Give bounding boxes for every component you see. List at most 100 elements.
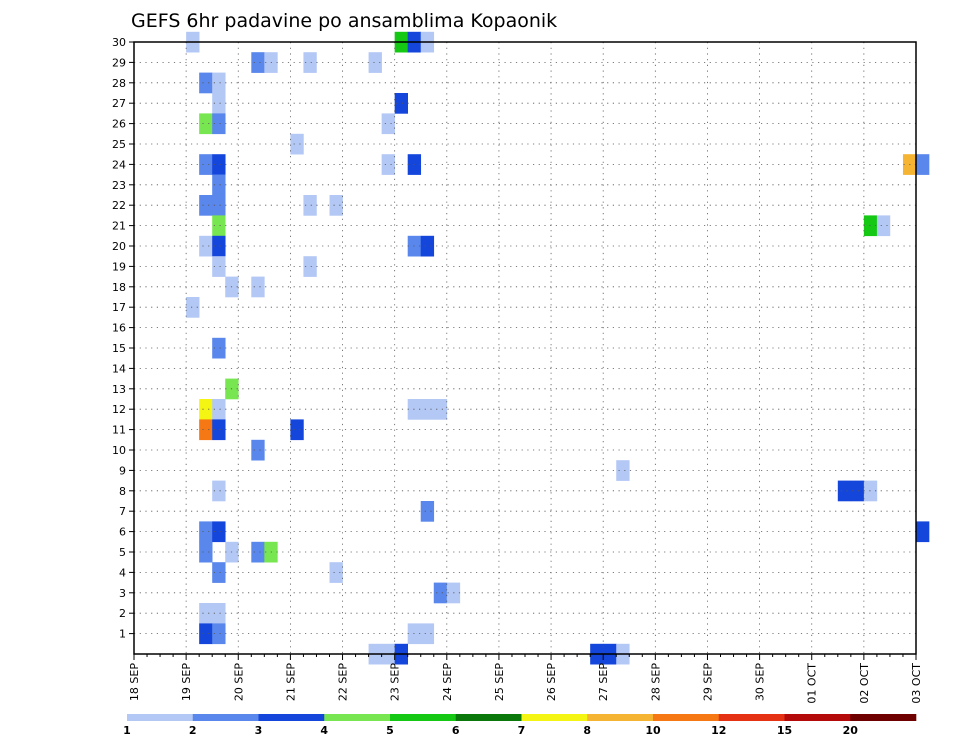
colorbar-segment — [850, 714, 917, 721]
y-tick-label: 27 — [112, 97, 126, 110]
heatmap-cell — [212, 337, 226, 359]
heatmap-cell — [381, 154, 395, 175]
heatmap-cell — [433, 582, 448, 604]
heatmap-cell — [199, 419, 213, 441]
colorbar-segment — [324, 714, 391, 721]
heatmap-cell — [212, 154, 226, 175]
heatmap-cell — [199, 235, 213, 257]
x-tick-label: 02 OCT — [858, 663, 871, 704]
heatmap-cell — [212, 93, 226, 114]
heatmap-cell — [837, 480, 852, 502]
colorbar-label: 10 — [645, 724, 661, 737]
colorbar-segment — [521, 714, 588, 721]
heatmap-cell — [212, 215, 226, 237]
heatmap-cell — [616, 460, 630, 481]
y-tick-label: 16 — [112, 322, 126, 335]
heatmap-cell — [433, 399, 448, 420]
heatmap-cell — [212, 419, 226, 441]
colorbar-label: 2 — [189, 724, 197, 737]
heatmap-cell — [212, 235, 226, 257]
heatmap-cell — [850, 480, 865, 502]
heatmap-cell — [199, 603, 213, 624]
colorbar-label: 5 — [386, 724, 394, 737]
heatmap-cell — [290, 419, 304, 441]
x-tick-label: 28 SEP — [649, 663, 662, 701]
heatmap-cell — [199, 195, 213, 216]
heatmap-cell — [199, 521, 213, 543]
heatmap-cell — [303, 195, 317, 216]
y-tick-label: 8 — [119, 485, 126, 498]
y-tick-label: 17 — [112, 301, 126, 314]
heatmap-cell — [303, 52, 317, 73]
y-tick-label: 12 — [112, 403, 126, 416]
heatmap-cell — [199, 541, 213, 563]
heatmap-cell — [212, 623, 226, 645]
y-tick-label: 22 — [112, 199, 126, 212]
y-tick-label: 13 — [112, 383, 126, 396]
heatmap-cell — [212, 256, 226, 277]
y-tick-label: 4 — [119, 566, 126, 579]
y-tick-label: 25 — [112, 138, 126, 151]
colorbar-label: 20 — [843, 724, 859, 737]
heatmap-cell — [212, 562, 226, 583]
heatmap-cell — [251, 439, 265, 461]
heatmap-cell — [876, 215, 891, 237]
colorbar-segment — [455, 714, 522, 721]
y-tick-label: 20 — [112, 240, 126, 253]
heatmap-cell — [199, 154, 213, 175]
heatmap-cell — [420, 235, 435, 257]
heatmap-cell — [199, 113, 213, 135]
heatmap-cell — [199, 623, 213, 645]
colorbar-segment — [587, 714, 654, 721]
y-tick-label: 10 — [112, 444, 126, 457]
heatmap-cells — [186, 31, 930, 665]
colorbar-segment — [718, 714, 785, 721]
heatmap-cell — [303, 256, 317, 277]
heatmap-cell — [368, 52, 382, 73]
heatmap-cell — [212, 195, 226, 216]
colorbar-label: 7 — [518, 724, 526, 737]
heatmap-cell — [863, 480, 878, 502]
colorbar-label: 1 — [123, 724, 131, 737]
colorbar-segment — [192, 714, 259, 721]
y-tick-label: 18 — [112, 281, 126, 294]
y-tick-label: 26 — [112, 118, 126, 131]
heatmap-cell — [199, 399, 213, 420]
y-tick-label: 14 — [112, 362, 126, 375]
x-tick-label: 03 OCT — [910, 663, 923, 704]
heatmap-cell — [212, 72, 226, 94]
heatmap-cell — [186, 297, 200, 318]
colorbar-segment — [653, 714, 720, 721]
y-tick-label: 1 — [119, 628, 126, 641]
heatmap-cell — [916, 154, 930, 175]
y-tick-label: 2 — [119, 607, 126, 620]
y-tick-label: 5 — [119, 546, 126, 559]
x-tick-label: 23 SEP — [389, 663, 402, 701]
colorbar-label: 4 — [320, 724, 328, 737]
y-tick-label: 28 — [112, 77, 126, 90]
colorbar-label: 15 — [777, 724, 792, 737]
y-axis: 1234567891011121314151617181920212223242… — [112, 36, 134, 641]
heatmap-cell — [381, 113, 395, 135]
heatmap-cell — [212, 480, 226, 502]
x-tick-label: 24 SEP — [441, 663, 454, 701]
colorbar-label: 12 — [711, 724, 726, 737]
x-tick-label: 20 SEP — [232, 663, 245, 701]
heatmap-cell — [863, 215, 878, 237]
y-tick-label: 7 — [119, 505, 126, 518]
heatmap-cell — [212, 399, 226, 420]
heatmap-cell — [394, 93, 408, 114]
x-tick-label: 27 SEP — [597, 663, 610, 701]
heatmap-cell — [212, 113, 226, 135]
y-tick-label: 9 — [119, 464, 126, 477]
colorbar-segment — [784, 714, 851, 721]
heatmap-cell — [329, 195, 343, 216]
heatmap-cell — [251, 276, 265, 298]
colorbar-label: 3 — [255, 724, 263, 737]
heatmap-cell — [329, 562, 343, 583]
y-tick-label: 21 — [112, 220, 126, 233]
plot-frame — [133, 41, 917, 655]
heatmap-cell — [251, 52, 265, 73]
x-tick-label: 26 SEP — [545, 663, 558, 701]
